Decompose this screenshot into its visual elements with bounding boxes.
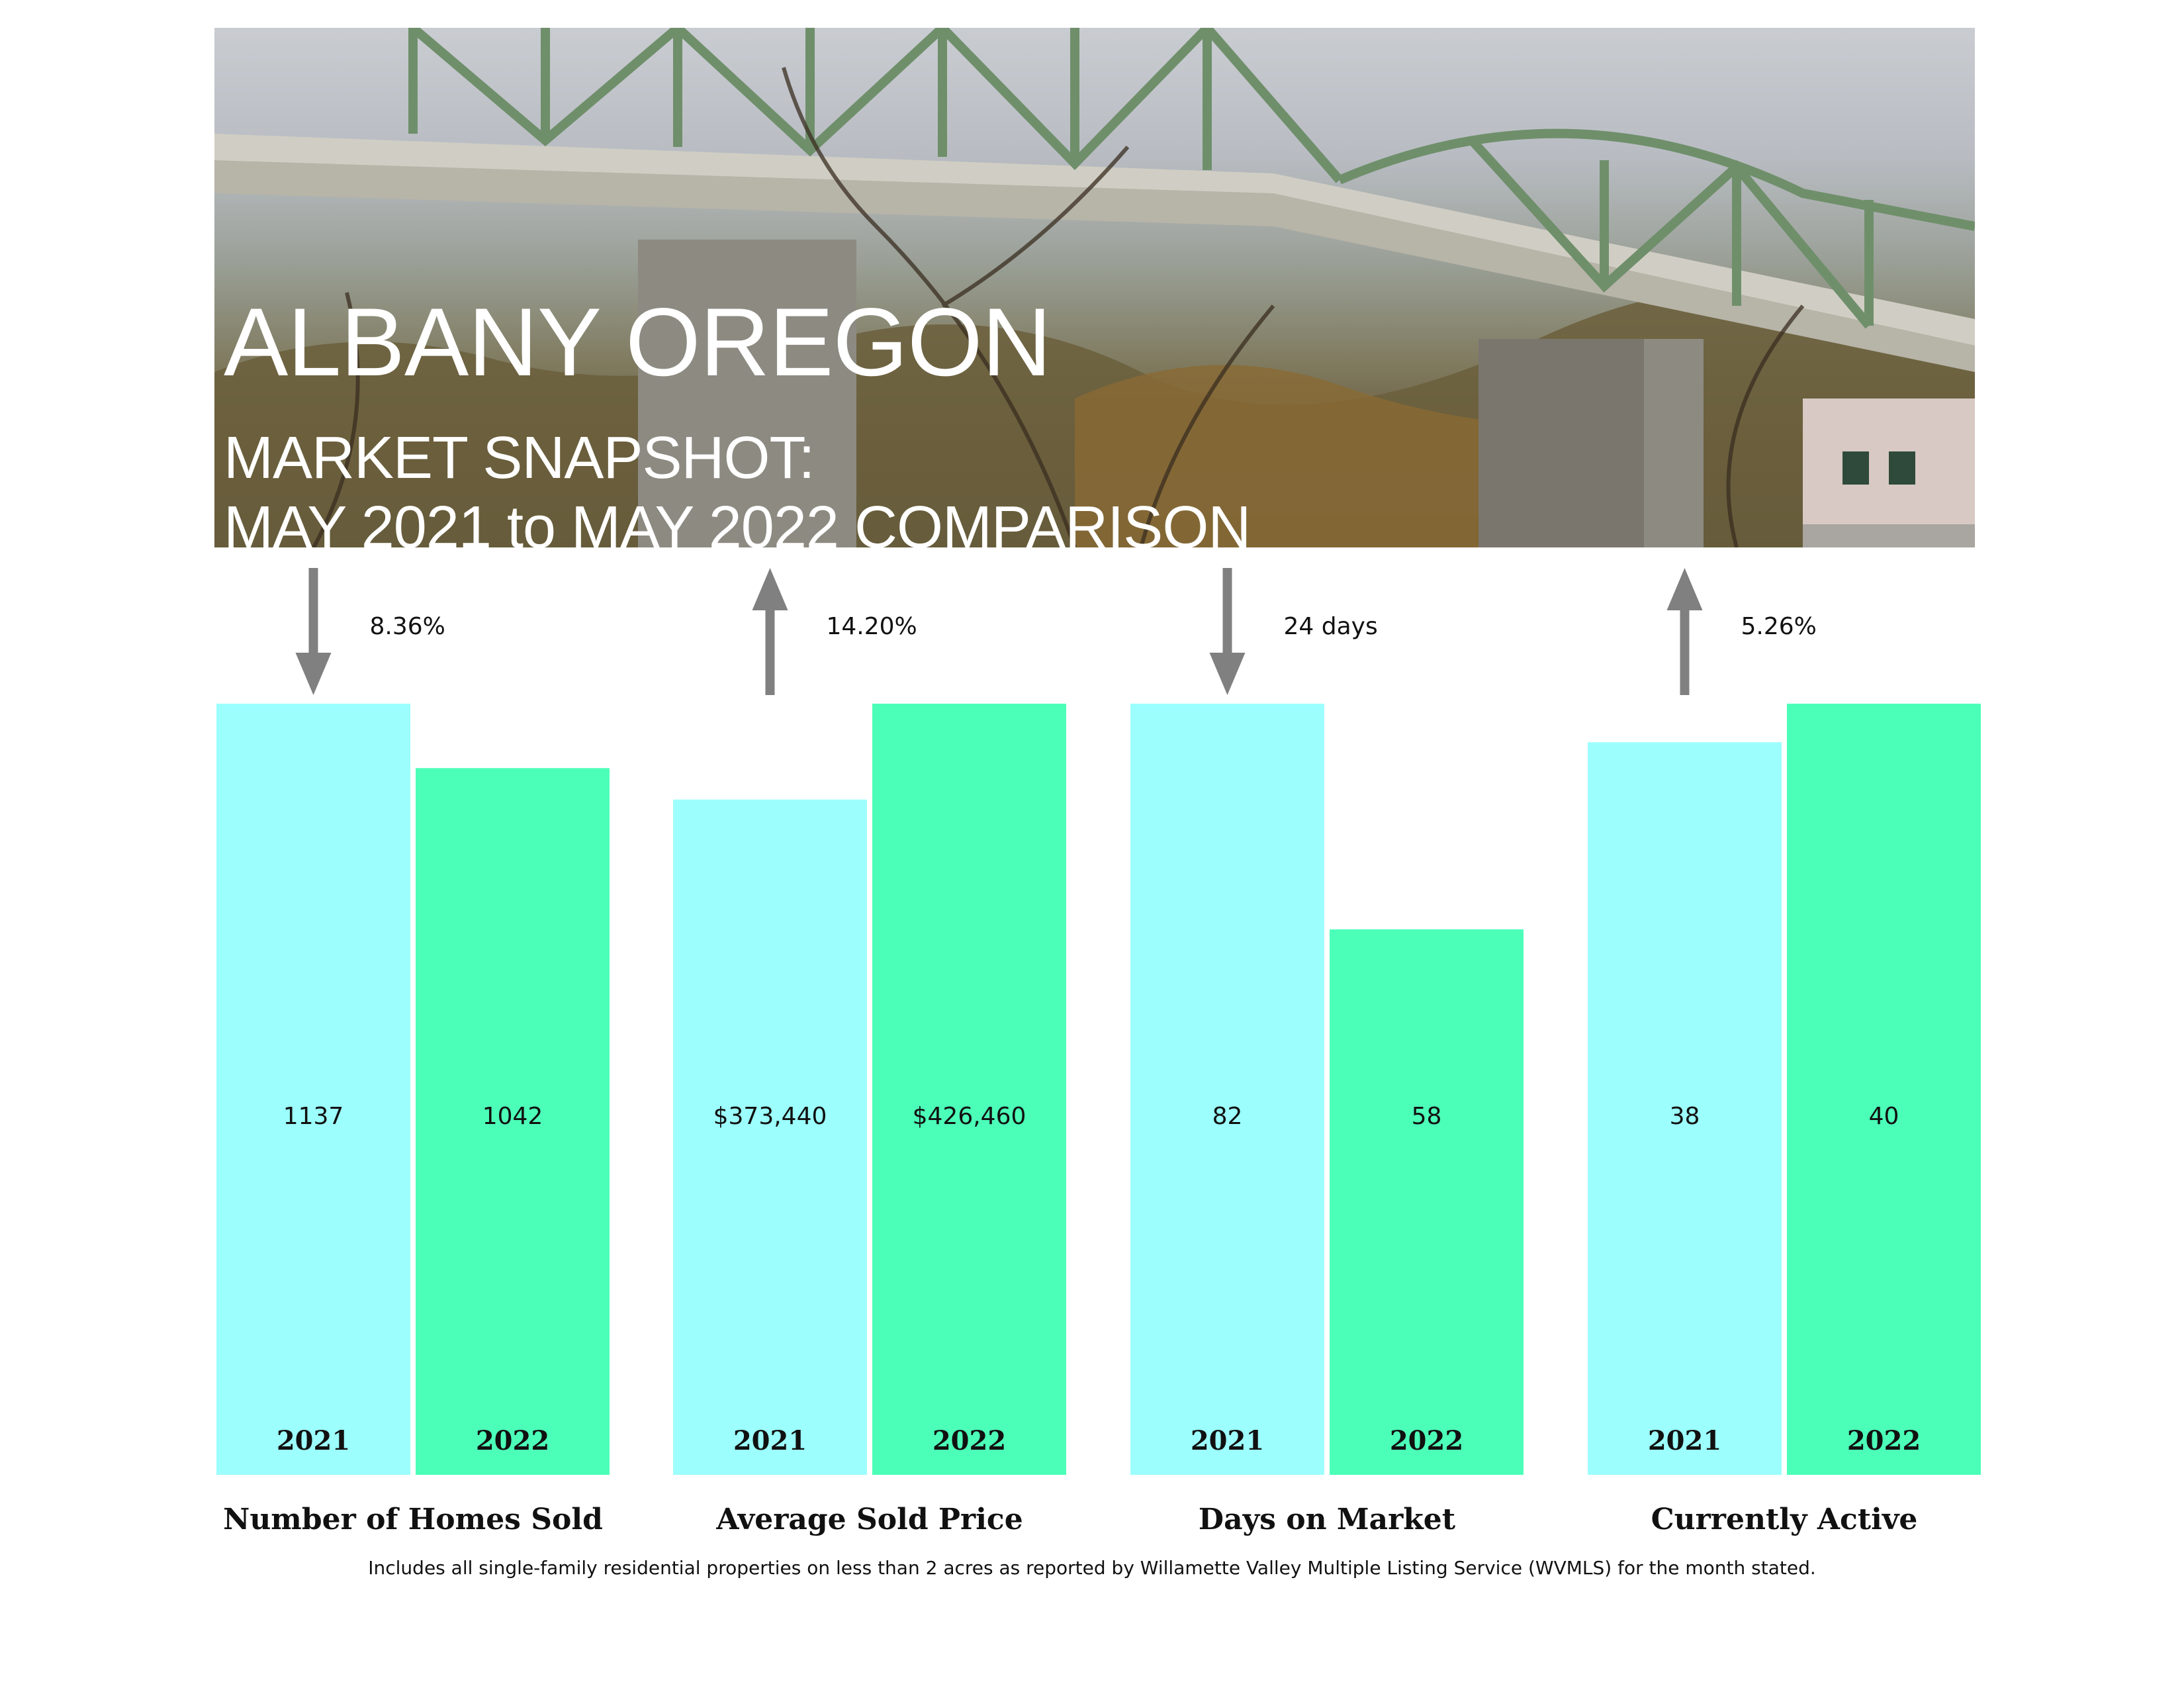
bar-year-label: 2021 xyxy=(277,1425,350,1456)
bar-year-label: 2021 xyxy=(1191,1425,1264,1456)
bar-year-label: 2022 xyxy=(1847,1425,1921,1456)
bar-value-label: 1042 xyxy=(482,1103,543,1130)
up-arrow-icon xyxy=(1666,568,1703,695)
change-label: 8.36% xyxy=(370,613,445,640)
page-subtitle-line-1: MARKET SNAPSHOT: xyxy=(224,425,815,491)
category-label: Days on Market xyxy=(1199,1503,1456,1536)
bar-year-label: 2022 xyxy=(476,1425,549,1456)
change-label: 14.20% xyxy=(827,613,917,640)
bar-year-label: 2021 xyxy=(733,1425,807,1456)
bar-2021 xyxy=(1130,704,1324,1475)
bar-value-label: 82 xyxy=(1212,1103,1243,1130)
bar-2021 xyxy=(216,704,410,1475)
bar-2022 xyxy=(1330,929,1524,1475)
bar-year-label: 2022 xyxy=(1390,1425,1463,1456)
bar-year-label: 2021 xyxy=(1648,1425,1721,1456)
bar-value-label: 40 xyxy=(1869,1103,1899,1130)
page-title: ALBANY OREGON xyxy=(224,288,1052,396)
bar-value-label: 58 xyxy=(1412,1103,1442,1130)
category-label: Average Sold Price xyxy=(715,1503,1023,1536)
bar-2022 xyxy=(416,768,610,1475)
bar-2021 xyxy=(673,799,867,1475)
category-label: Number of Homes Sold xyxy=(223,1503,603,1536)
change-label: 5.26% xyxy=(1741,613,1817,640)
bar-value-label: 1137 xyxy=(283,1103,344,1130)
footnote: Includes all single-family residential p… xyxy=(368,1557,1816,1579)
down-arrow-icon xyxy=(295,568,332,695)
bar-2022 xyxy=(872,704,1066,1475)
bar-value-label: $373,440 xyxy=(713,1103,827,1130)
change-label: 24 days xyxy=(1284,613,1378,640)
bar-2022 xyxy=(1787,704,1981,1475)
bar-value-label: $426,460 xyxy=(913,1103,1026,1130)
bar-year-label: 2022 xyxy=(933,1425,1006,1456)
bar-value-label: 38 xyxy=(1670,1103,1700,1130)
header-banner: ALBANY OREGON MARKET SNAPSHOT: MAY 2021 … xyxy=(214,28,1975,547)
down-arrow-icon xyxy=(1209,568,1246,695)
bar-2021 xyxy=(1588,742,1782,1475)
up-arrow-icon xyxy=(752,568,788,695)
page-subtitle-line-2: MAY 2021 to MAY 2022 COMPARISON xyxy=(224,494,1251,547)
bridge-photo xyxy=(214,28,1975,547)
category-label: Currently Active xyxy=(1651,1503,1918,1536)
